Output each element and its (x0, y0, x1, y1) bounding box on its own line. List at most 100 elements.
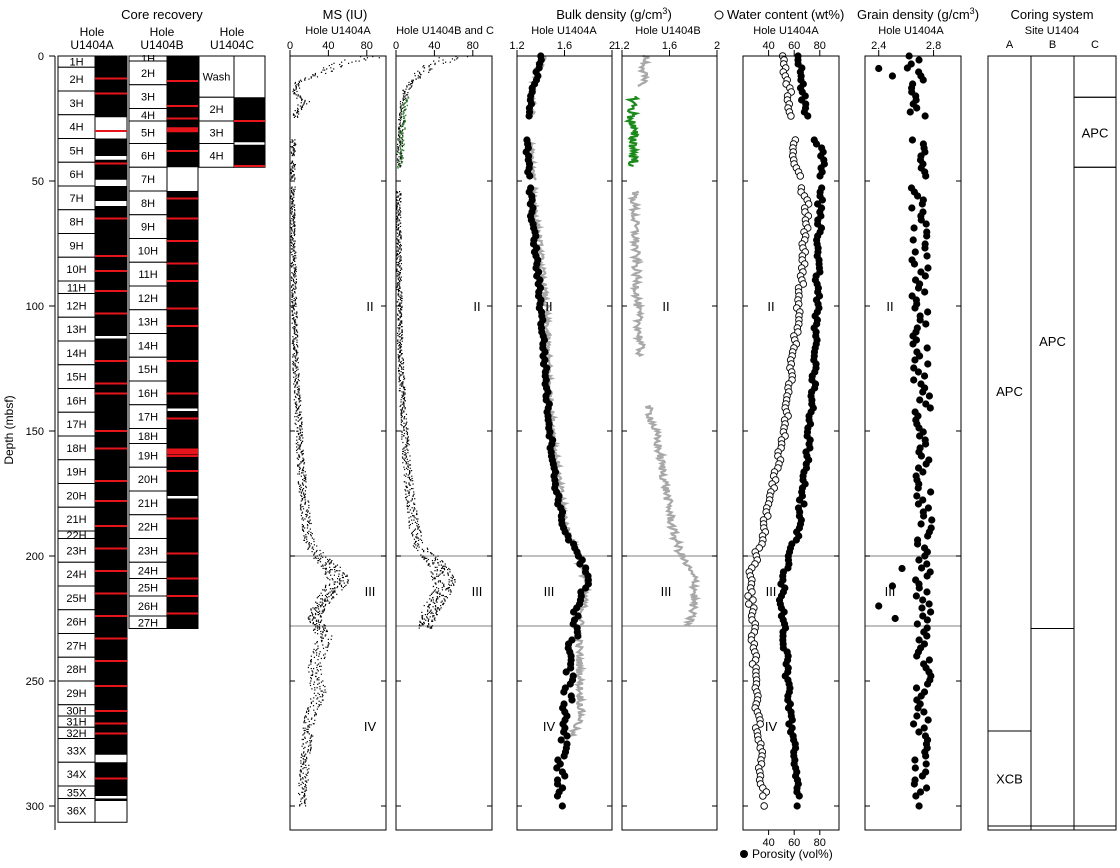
ms-b-point (402, 453, 404, 455)
ms-a-point (300, 769, 302, 771)
ms-b-point (419, 76, 421, 78)
ms-b-point (417, 77, 419, 79)
ms-a-point (316, 549, 318, 552)
core-recovered (167, 56, 198, 168)
ms-a-point (307, 511, 309, 513)
ms-b-point (400, 360, 402, 363)
ms-b-point (402, 125, 404, 127)
core-label: 17H (138, 412, 158, 424)
ms-b-point (411, 85, 413, 87)
ms-b-point (397, 290, 400, 292)
ms-b-point (396, 191, 398, 193)
ms-b-point (432, 616, 434, 618)
ms-a-point (318, 594, 321, 597)
ms-a-point (315, 650, 317, 652)
ms-b-point (396, 204, 398, 206)
ms-a-point (312, 546, 314, 548)
ms-a-point (292, 293, 294, 295)
ms-a-point (290, 169, 292, 171)
ms-b-point (397, 275, 399, 277)
ms-a-point (301, 754, 303, 756)
ms-a-point (300, 756, 302, 759)
ms-a-point (304, 471, 306, 473)
ms-b-point (398, 223, 400, 225)
ms-a-point (295, 410, 297, 412)
ms-b-point (400, 297, 402, 300)
ms-b-point (396, 250, 398, 252)
ms-a-point (292, 153, 294, 156)
x-tick-label: 0 (393, 40, 399, 52)
ms-a-point (345, 575, 347, 577)
ms-a-point (293, 212, 296, 214)
grain-density-point (913, 620, 921, 628)
ms-a-point (339, 582, 341, 584)
ms-a-point (292, 113, 295, 115)
ms-a-point (320, 630, 322, 633)
ms-b-point (398, 376, 400, 378)
ms-a-point (316, 545, 318, 547)
core-label: 23H (66, 545, 86, 557)
ms-b-point (449, 584, 451, 586)
ms-a-point (300, 506, 302, 508)
ms-a-point (310, 698, 312, 700)
ms-a-point (297, 432, 299, 435)
ms-a-point (340, 585, 343, 588)
porosity-legend-marker (740, 850, 748, 858)
grain-density-point (908, 204, 916, 212)
ms-c-point (403, 123, 405, 125)
ms-b-point (435, 600, 437, 602)
ms-a-point (315, 551, 318, 553)
ms-a-point (299, 467, 301, 469)
ms-b-point (421, 548, 423, 550)
ms-b-point (411, 79, 413, 81)
ms-b-point (398, 373, 400, 375)
x-tick-label: 80 (361, 40, 373, 52)
ms-a-point (329, 558, 331, 561)
ms-a-point (305, 486, 307, 489)
ms-a-point (294, 283, 297, 285)
ms-b-point (398, 369, 400, 372)
ms-a-point (302, 517, 304, 519)
ms-b-point (425, 561, 428, 563)
ms-b-point (421, 556, 423, 558)
ms-a-point (322, 632, 324, 634)
ms-b-point (399, 101, 402, 103)
ms-a-point (303, 535, 305, 537)
core-disturbed-mark (167, 307, 198, 310)
ms-c-point (396, 159, 399, 162)
bd-a-moad-point (553, 764, 561, 772)
ms-a-point (320, 690, 322, 692)
ms-a-point (318, 621, 320, 624)
ms-a-point (294, 214, 296, 216)
ms-a-point (291, 202, 293, 204)
ms-b-point (399, 260, 401, 262)
ms-a-point (316, 669, 318, 671)
ms-a-point (296, 383, 298, 385)
ms-a-point (313, 616, 315, 618)
ms-b-point (414, 521, 417, 523)
ms-a-point (298, 471, 300, 473)
ms-a-point (294, 168, 296, 170)
ms-a-point (315, 626, 317, 628)
ms-b-point (399, 322, 401, 324)
ms-bc-series (396, 56, 469, 629)
ms-a-point (301, 98, 303, 100)
ms-a-point (308, 726, 311, 728)
ms-b-point (398, 131, 400, 133)
ms-a-point (324, 625, 326, 627)
ms-b-point (397, 211, 399, 213)
grain-density-point (926, 608, 935, 616)
ms-a-point (299, 414, 301, 417)
ms-a-point (312, 735, 314, 737)
grain-density-point (914, 368, 923, 376)
ms-a-point (296, 345, 299, 347)
ms-b-point (418, 546, 420, 548)
ms-b-point (398, 256, 400, 258)
ms-b-point (407, 490, 409, 492)
core-disturbed-mark (167, 470, 198, 472)
ms-b-point (449, 569, 451, 571)
ms-a-point (310, 655, 312, 657)
ms-b-point (399, 158, 401, 160)
core-disturbed-mark (95, 480, 127, 482)
ms-a-point (317, 633, 319, 635)
